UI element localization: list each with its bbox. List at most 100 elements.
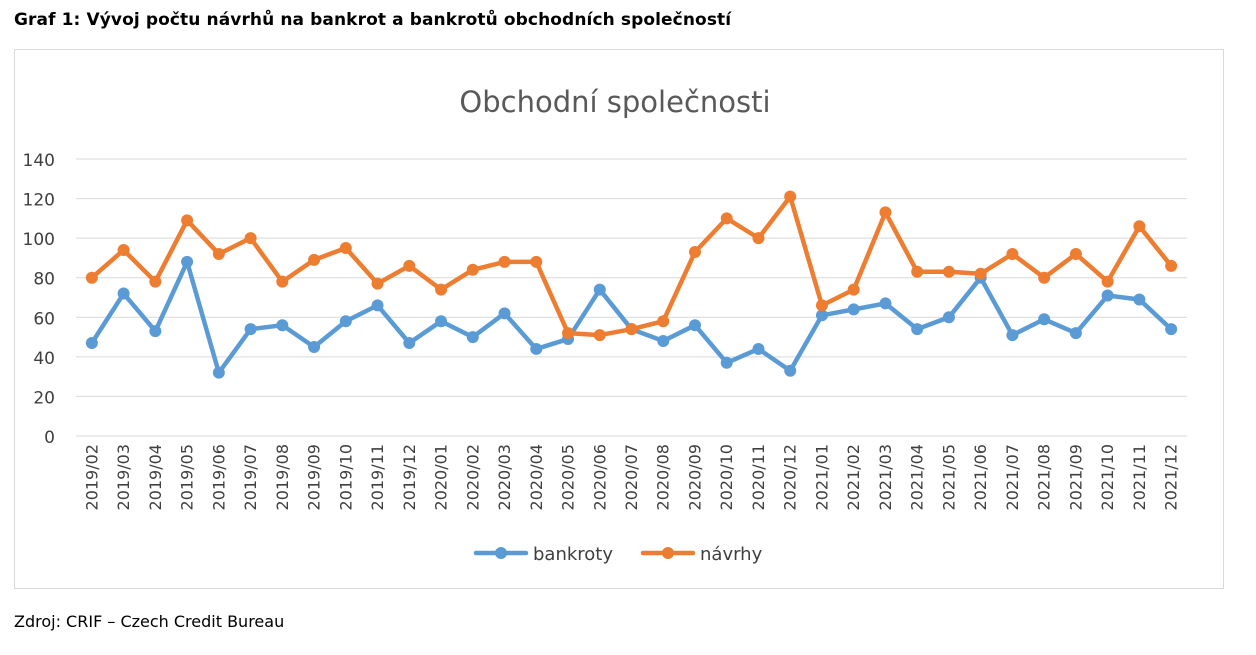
data-point bbox=[752, 232, 765, 245]
y-tick-label: 60 bbox=[33, 309, 55, 329]
x-tick-label: 2020/12 bbox=[781, 444, 800, 510]
data-point bbox=[181, 255, 194, 268]
data-point bbox=[498, 255, 511, 268]
y-tick-label: 0 bbox=[44, 428, 55, 448]
data-point bbox=[371, 277, 384, 290]
figure-title: Graf 1: Vývoj počtu návrhů na bankrot a … bbox=[14, 10, 732, 30]
x-tick-label: 2020/09 bbox=[685, 444, 704, 510]
x-tick-label: 2021/07 bbox=[1003, 444, 1022, 510]
legend-marker bbox=[495, 547, 507, 559]
data-point bbox=[688, 319, 701, 332]
y-tick-label: 140 bbox=[23, 151, 55, 171]
data-point bbox=[1006, 247, 1019, 260]
data-point bbox=[1006, 329, 1019, 342]
x-tick-label: 2020/02 bbox=[463, 444, 482, 510]
chart-title: Obchodní společnosti bbox=[459, 85, 770, 119]
x-tick-label: 2019/05 bbox=[178, 444, 197, 510]
data-point bbox=[244, 323, 257, 336]
data-point bbox=[1133, 293, 1146, 306]
line-chart: Obchodní společnosti 020406080100120140 … bbox=[23, 85, 1187, 565]
data-point bbox=[657, 315, 670, 328]
data-point bbox=[657, 335, 670, 348]
data-point bbox=[911, 323, 924, 336]
data-point bbox=[149, 275, 162, 288]
data-point bbox=[784, 364, 797, 377]
x-tick-label: 2021/01 bbox=[812, 444, 831, 510]
x-tick-label: 2021/06 bbox=[971, 444, 990, 510]
x-tick-label: 2021/10 bbox=[1098, 444, 1117, 510]
y-tick-label: 80 bbox=[33, 270, 55, 290]
data-point bbox=[720, 356, 733, 369]
data-point bbox=[1165, 323, 1178, 336]
x-tick-label: 2021/02 bbox=[844, 444, 863, 510]
data-point bbox=[276, 275, 289, 288]
data-point bbox=[1069, 247, 1082, 260]
data-point bbox=[85, 271, 98, 284]
data-point bbox=[1069, 327, 1082, 340]
data-point bbox=[276, 319, 289, 332]
x-tick-label: 2021/12 bbox=[1162, 444, 1181, 510]
x-tick-label: 2019/02 bbox=[82, 444, 101, 510]
x-tick-label: 2020/11 bbox=[749, 444, 768, 510]
data-point bbox=[403, 259, 416, 272]
x-tick-label: 2019/03 bbox=[114, 444, 133, 510]
data-point bbox=[371, 299, 384, 312]
data-point bbox=[752, 342, 765, 355]
x-tick-label: 2020/04 bbox=[527, 444, 546, 510]
data-point bbox=[435, 315, 448, 328]
data-point bbox=[339, 242, 352, 255]
data-point bbox=[498, 307, 511, 320]
x-axis-tick-labels: 2019/02 2019/03 2019/04 2019/05 2019/06 2019/… bbox=[82, 444, 1180, 510]
x-tick-label: 2021/09 bbox=[1066, 444, 1085, 510]
data-point bbox=[149, 325, 162, 338]
data-point bbox=[1101, 275, 1114, 288]
legend-label: bankroty bbox=[533, 544, 613, 565]
gridlines bbox=[76, 158, 1187, 437]
x-tick-label: 2019/09 bbox=[305, 444, 324, 510]
data-point bbox=[815, 299, 828, 312]
data-point bbox=[879, 206, 892, 219]
data-point bbox=[339, 315, 352, 328]
x-tick-label: 2019/12 bbox=[400, 444, 419, 510]
data-point bbox=[688, 245, 701, 258]
data-point bbox=[244, 232, 257, 245]
x-tick-label: 2021/04 bbox=[908, 444, 927, 510]
x-tick-label: 2019/07 bbox=[241, 444, 260, 510]
data-point bbox=[1133, 220, 1146, 233]
y-tick-label: 100 bbox=[23, 230, 55, 250]
data-point bbox=[847, 283, 860, 296]
legend-label: návrhy bbox=[700, 544, 763, 565]
x-tick-label: 2019/06 bbox=[209, 444, 228, 510]
series-návrhy bbox=[85, 190, 1178, 342]
y-tick-label: 40 bbox=[33, 349, 55, 369]
x-tick-label: 2020/01 bbox=[432, 444, 451, 510]
data-point bbox=[466, 263, 479, 276]
legend: bankroty návrhy bbox=[473, 544, 763, 565]
x-tick-label: 2021/05 bbox=[939, 444, 958, 510]
x-tick-label: 2021/03 bbox=[876, 444, 895, 510]
y-tick-label: 20 bbox=[33, 388, 55, 408]
x-tick-label: 2021/08 bbox=[1035, 444, 1054, 510]
series-line bbox=[89, 194, 1174, 338]
data-point bbox=[911, 265, 924, 278]
x-tick-label: 2020/07 bbox=[622, 444, 641, 510]
data-point bbox=[308, 253, 321, 266]
series-lines bbox=[85, 190, 1178, 379]
x-tick-label: 2020/06 bbox=[590, 444, 609, 510]
data-point bbox=[212, 366, 225, 379]
legend-marker bbox=[662, 547, 674, 559]
x-tick-label: 2019/10 bbox=[336, 444, 355, 510]
data-point bbox=[847, 303, 860, 316]
data-point bbox=[720, 212, 733, 225]
data-point bbox=[466, 331, 479, 344]
data-point bbox=[403, 337, 416, 350]
chart-frame: Obchodní společnosti 0 20 40 60 80 100 120 140 … bbox=[14, 49, 1224, 589]
x-tick-label: 2020/05 bbox=[559, 444, 578, 510]
data-point bbox=[784, 190, 797, 203]
data-point bbox=[1165, 259, 1178, 272]
data-point bbox=[593, 283, 606, 296]
data-point bbox=[117, 287, 130, 300]
data-point bbox=[308, 340, 321, 353]
data-point bbox=[1038, 271, 1051, 284]
source-note: Zdroj: CRIF – Czech Credit Bureau bbox=[14, 612, 285, 631]
